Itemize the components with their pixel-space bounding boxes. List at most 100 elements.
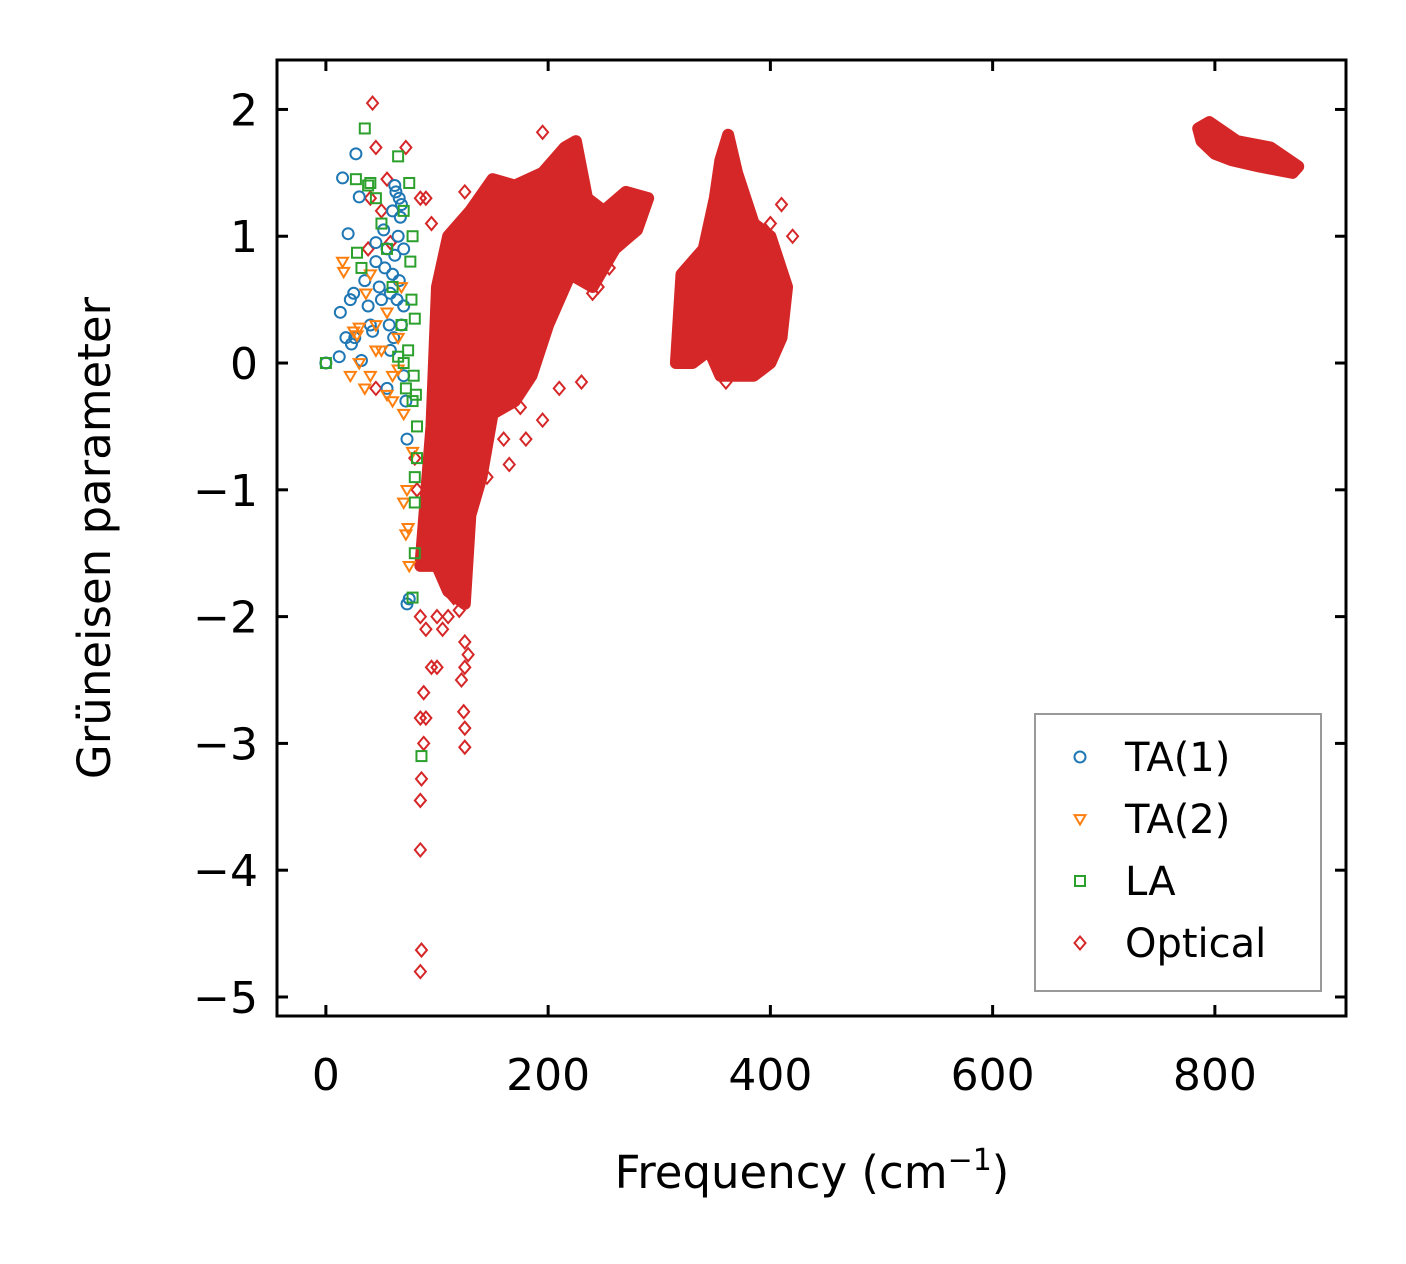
data-point: [414, 770, 429, 787]
data-point: [395, 318, 408, 331]
data-point: [347, 286, 361, 300]
data-point: [372, 280, 386, 294]
data-point: [336, 266, 351, 280]
data-point: [368, 320, 384, 333]
x-axis-label: Frequency (cm−1): [615, 1143, 1010, 1199]
data-point: [400, 432, 414, 446]
data-point: [363, 370, 378, 384]
data-point: [390, 332, 406, 346]
data-point: [400, 523, 416, 536]
data-point: [408, 312, 421, 325]
data-point: [602, 259, 617, 276]
data-point: [392, 191, 406, 205]
data-point: [378, 261, 392, 275]
data-point: [411, 420, 424, 433]
data-point: [735, 361, 750, 378]
data-point: [364, 176, 377, 189]
data-point: [457, 739, 472, 756]
series-la: [319, 122, 428, 763]
x-axis-label-text: Frequency (cm: [615, 1146, 948, 1199]
data-point: [351, 322, 367, 336]
data-point: [413, 841, 428, 858]
data-point: [368, 345, 384, 358]
y-tick-label: −4: [193, 846, 258, 897]
data-point: [379, 389, 395, 403]
data-point: [332, 350, 346, 364]
data-point: [351, 246, 364, 259]
y-tick-label: 0: [230, 339, 258, 390]
data-point: [369, 192, 382, 205]
data-point: [414, 942, 429, 959]
data-point: [585, 285, 600, 302]
data-point: [397, 204, 410, 217]
data-point: [406, 230, 419, 243]
data-point: [401, 561, 417, 574]
data-point: [409, 388, 422, 401]
data-point: [457, 633, 472, 651]
data-point: [441, 608, 455, 625]
data-point: [406, 395, 419, 408]
optical-dense-region: [1192, 116, 1305, 179]
optical-dense-region: [414, 135, 655, 610]
data-point: [785, 228, 800, 245]
data-point: [391, 229, 405, 243]
data-point: [319, 357, 332, 370]
legend-item: TA(2): [1072, 797, 1230, 843]
data-point: [446, 589, 461, 606]
data-point: [341, 227, 355, 241]
data-point: [374, 202, 389, 219]
data-point: [552, 380, 567, 397]
x-tick-label: 600: [951, 1050, 1035, 1101]
data-point: [416, 735, 431, 752]
data-point: [410, 481, 424, 498]
legend-label: Optical: [1125, 921, 1266, 967]
data-point: [393, 210, 407, 224]
plot-frame: [275, 58, 1348, 1018]
data-point: [719, 373, 733, 391]
data-point: [408, 547, 421, 560]
data-point: [343, 293, 357, 307]
data-point: [394, 318, 408, 332]
data-point: [392, 150, 405, 163]
y-axis-label: Grüneisen parameter: [68, 296, 121, 779]
legend-label: TA(1): [1124, 735, 1230, 781]
data-point: [435, 621, 450, 638]
data-point: [399, 139, 413, 156]
data-point: [399, 382, 412, 395]
data-point: [454, 671, 469, 689]
data-point: [385, 396, 400, 409]
data-point: [349, 173, 362, 186]
data-point: [388, 179, 402, 193]
data-point: [369, 255, 383, 269]
data-point: [385, 370, 400, 384]
x-axis-label-sup: −1: [948, 1143, 992, 1178]
data-point: [351, 358, 367, 371]
data-point: [390, 293, 404, 307]
data-point: [369, 139, 383, 156]
data-point: [349, 147, 363, 161]
data-point: [469, 481, 483, 498]
series-ta-2-: [335, 256, 420, 574]
x-tick-label: 0: [312, 1050, 340, 1101]
data-point: [569, 152, 583, 169]
data-point: [387, 331, 401, 345]
legend-label: TA(2): [1124, 797, 1230, 843]
data-point: [394, 282, 409, 295]
data-point: [388, 248, 402, 262]
legend-item: Optical: [1073, 921, 1266, 967]
legend-item: TA(1): [1073, 735, 1230, 781]
axis-ticks: 0 200 400 600 800 2 1 0 −1 −2 −3 −4 −5: [193, 60, 1346, 1101]
data-point: [413, 608, 428, 625]
data-point: [399, 394, 413, 408]
y-tick-label: 1: [230, 212, 258, 263]
y-tick-label: 2: [230, 85, 258, 136]
data-point: [397, 242, 411, 256]
data-point: [402, 344, 415, 357]
y-tick-label: −2: [193, 593, 258, 644]
data-point: [399, 484, 415, 498]
data-point: [496, 431, 511, 448]
data-point: [396, 408, 411, 422]
data-point: [502, 456, 517, 473]
data-point: [774, 196, 789, 213]
legend-marker-circle-icon: [1073, 750, 1087, 764]
